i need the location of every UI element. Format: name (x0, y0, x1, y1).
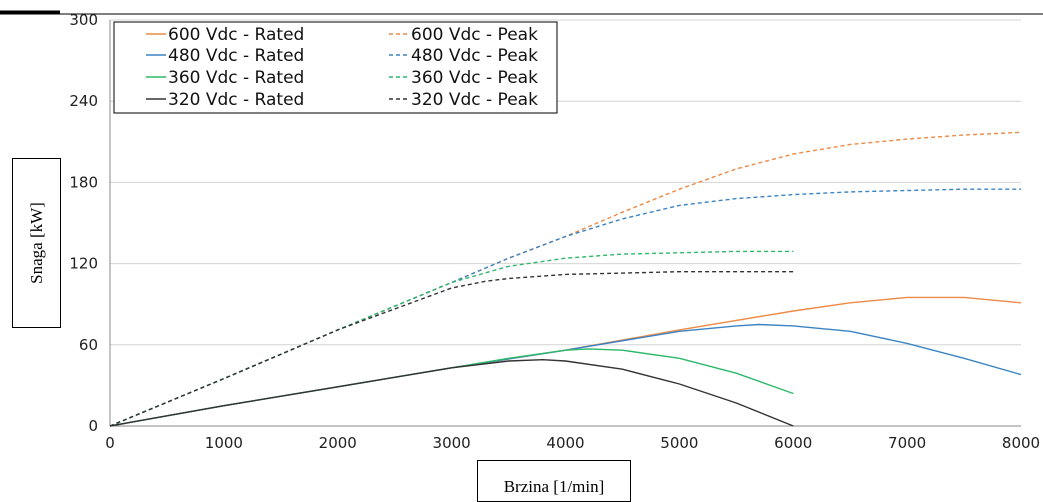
x-tick-label: 4000 (546, 434, 584, 452)
x-tick-labels: 0 1000 2000 3000 4000 5000 6000 7000 8000 (105, 434, 1040, 452)
y-axis-label-box: Snaga [kW] (12, 158, 61, 328)
x-tick-label: 7000 (888, 434, 926, 452)
series-line (109, 188, 1021, 427)
series-line (109, 359, 794, 427)
x-tick-label: 1000 (205, 434, 243, 452)
x-tick-label: 6000 (774, 434, 812, 452)
legend-label: 320 Vdc - Rated (168, 90, 304, 110)
series-line (109, 271, 794, 427)
legend-box (113, 21, 558, 114)
y-tick-label: 60 (79, 336, 98, 354)
axes (0, 10, 1043, 427)
y-axis-label: Snaga [kW] (26, 202, 46, 284)
legend-label: 360 Vdc - Rated (168, 68, 304, 88)
y-tick-label: 240 (69, 92, 98, 110)
legend-label: 600 Vdc - Rated (168, 25, 304, 45)
x-tick-label: 0 (105, 434, 115, 452)
x-axis-label-box: Brzina [1/min] (477, 460, 631, 502)
series-line (109, 250, 794, 427)
x-tick-label: 8000 (1002, 434, 1040, 452)
y-tick-label: 180 (69, 173, 98, 191)
y-tick-label: 120 (69, 255, 98, 273)
x-tick-label: 5000 (660, 434, 698, 452)
series-line (109, 323, 1022, 427)
y-tick-label: 0 (88, 417, 98, 435)
y-tick-labels: 0 60 120 180 240 300 (69, 11, 98, 435)
x-tick-label: 2000 (319, 434, 357, 452)
legend-label: 360 Vdc - Peak (411, 68, 538, 88)
legend-label: 600 Vdc - Peak (411, 25, 538, 45)
legend-label: 480 Vdc - Peak (411, 46, 538, 66)
legend-label: 320 Vdc - Peak (411, 90, 538, 110)
series-line (109, 131, 1022, 427)
x-tick-label: 3000 (433, 434, 471, 452)
series-lines (109, 131, 1022, 427)
legend-label: 480 Vdc - Rated (168, 46, 304, 66)
y-tick-label: 300 (69, 11, 98, 29)
x-axis-label: Brzina [1/min] (503, 477, 605, 496)
